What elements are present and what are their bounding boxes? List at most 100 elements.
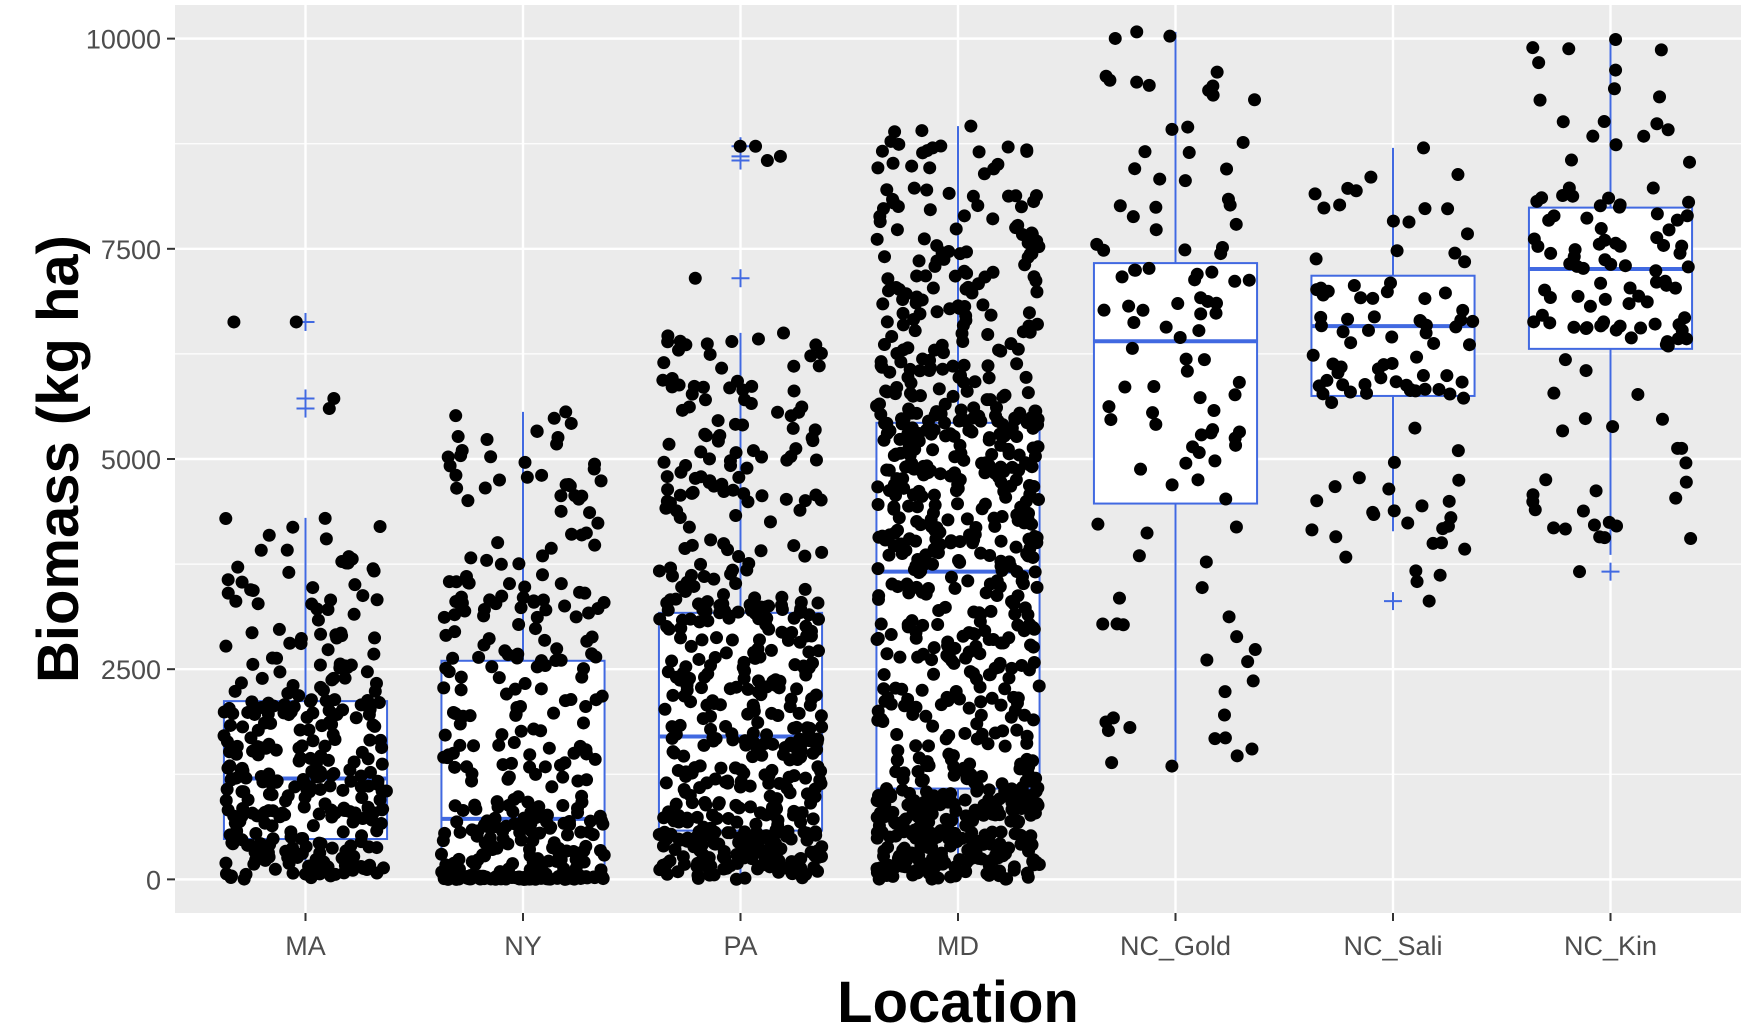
data-point: [984, 604, 998, 618]
data-point: [946, 359, 960, 373]
data-point: [1457, 391, 1471, 405]
data-point: [1670, 213, 1684, 227]
data-point: [501, 837, 515, 851]
data-point: [1573, 565, 1587, 579]
data-point: [1097, 303, 1111, 317]
data-point: [1544, 246, 1558, 260]
data-point: [1230, 749, 1244, 763]
data-point: [1558, 353, 1572, 367]
data-point: [717, 862, 731, 876]
data-point: [1019, 370, 1033, 384]
data-point: [872, 397, 886, 411]
data-point: [988, 466, 1002, 480]
data-point: [1009, 189, 1023, 203]
data-point: [1103, 73, 1117, 87]
data-point: [1002, 671, 1016, 685]
data-point: [530, 424, 544, 438]
data-point: [1228, 431, 1242, 445]
data-point: [973, 615, 987, 629]
data-point: [981, 328, 995, 342]
points-NC_Kin: [1526, 32, 1698, 579]
data-point: [1587, 518, 1601, 532]
data-point: [1408, 421, 1422, 435]
data-point: [363, 703, 377, 717]
data-point: [346, 863, 360, 877]
data-point: [931, 617, 945, 631]
data-point: [1022, 306, 1036, 320]
data-point: [1132, 549, 1146, 563]
data-point: [1208, 454, 1222, 468]
data-point: [804, 349, 818, 363]
data-point: [437, 610, 451, 624]
data-point: [747, 736, 761, 750]
data-point: [988, 726, 1002, 740]
data-point: [1022, 506, 1036, 520]
data-point: [942, 245, 956, 259]
data-point: [656, 858, 670, 872]
data-point: [890, 754, 904, 768]
data-point: [1005, 421, 1019, 435]
data-point: [1594, 222, 1608, 236]
data-point: [355, 829, 369, 843]
data-point: [344, 774, 358, 788]
data-point: [1010, 723, 1024, 737]
data-point: [967, 605, 981, 619]
data-point: [1576, 261, 1590, 275]
data-point: [535, 568, 549, 582]
data-point: [554, 489, 568, 503]
data-point: [572, 870, 586, 884]
data-point: [1165, 759, 1179, 773]
data-point: [1358, 377, 1372, 391]
data-point: [1374, 371, 1388, 385]
data-point: [1026, 550, 1040, 564]
data-point: [896, 306, 910, 320]
data-point: [895, 417, 909, 431]
data-point: [787, 539, 801, 553]
data-point: [792, 706, 806, 720]
data-point: [751, 332, 765, 346]
data-point: [258, 805, 272, 819]
data-point: [575, 789, 589, 803]
data-point: [741, 682, 755, 696]
data-point: [771, 818, 785, 832]
data-point: [890, 380, 904, 394]
data-point: [312, 836, 326, 850]
data-point: [1091, 517, 1105, 531]
data-point: [661, 665, 675, 679]
data-point: [694, 445, 708, 459]
data-point: [1538, 283, 1552, 297]
data-point: [363, 858, 377, 872]
data-point: [321, 643, 335, 657]
data-point: [1413, 313, 1427, 327]
data-point: [936, 362, 950, 376]
data-point: [1385, 356, 1399, 370]
data-point: [521, 795, 535, 809]
data-point: [1598, 292, 1612, 306]
data-point: [777, 326, 791, 340]
data-point: [905, 421, 919, 435]
data-point: [561, 828, 575, 842]
data-point: [1336, 378, 1350, 392]
data-point: [582, 825, 596, 839]
data-point: [729, 576, 743, 590]
data-point: [809, 688, 823, 702]
data-point: [1535, 308, 1549, 322]
y-tick-label: 0: [146, 865, 161, 895]
data-point: [1684, 532, 1698, 546]
data-point: [876, 297, 890, 311]
data-point: [736, 660, 750, 674]
data-point: [1125, 341, 1139, 355]
data-point: [329, 628, 343, 642]
data-point: [812, 644, 826, 658]
data-point: [438, 728, 452, 742]
data-point: [665, 569, 679, 583]
data-point: [311, 613, 325, 627]
data-point: [1310, 494, 1324, 508]
data-point: [434, 847, 448, 861]
data-point: [448, 799, 462, 813]
data-point: [559, 478, 573, 492]
data-point: [679, 458, 693, 472]
data-point: [925, 520, 939, 534]
data-point: [730, 848, 744, 862]
data-point: [516, 591, 530, 605]
